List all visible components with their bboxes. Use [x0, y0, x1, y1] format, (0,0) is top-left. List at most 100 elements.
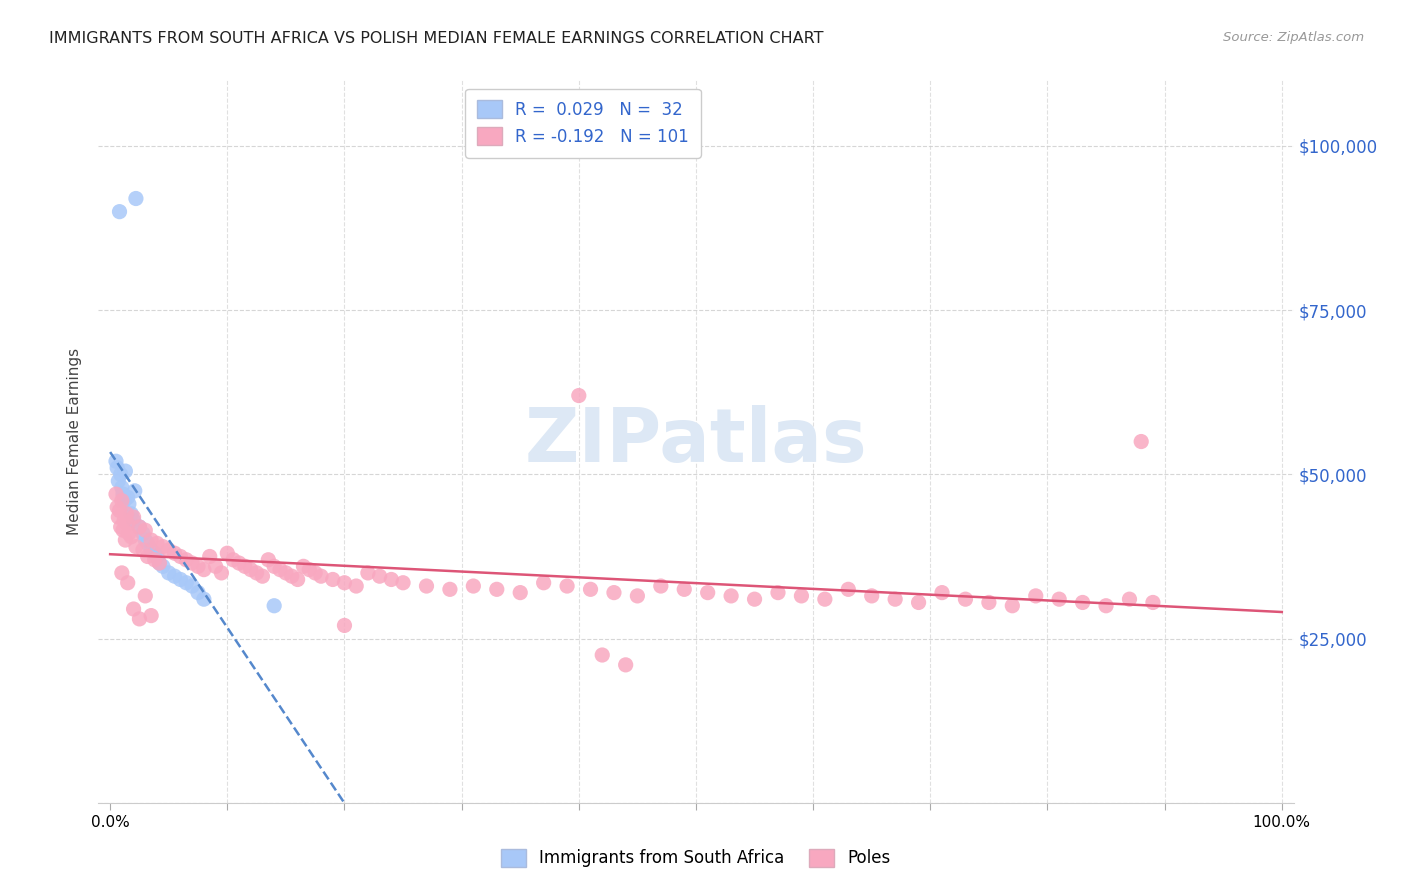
Point: [298, 563, 321, 577]
Point: [357, 566, 380, 580]
Point: [193, 592, 215, 607]
Point: [274, 566, 297, 580]
Point: [1071, 595, 1094, 609]
Point: [292, 559, 315, 574]
Legend: Immigrants from South Africa, Poles: Immigrants from South Africa, Poles: [495, 842, 897, 874]
Point: [169, 549, 191, 564]
Point: [134, 589, 156, 603]
Point: [509, 585, 531, 599]
Point: [128, 520, 150, 534]
Point: [239, 563, 262, 577]
Point: [198, 549, 221, 564]
Point: [931, 585, 953, 599]
Point: [673, 582, 696, 597]
Point: [112, 513, 135, 527]
Point: [555, 579, 578, 593]
Point: [181, 579, 204, 593]
Point: [304, 566, 326, 580]
Point: [122, 513, 145, 527]
Point: [333, 618, 356, 632]
Point: [614, 657, 637, 672]
Point: [143, 546, 166, 560]
Text: Source: ZipAtlas.com: Source: ZipAtlas.com: [1223, 31, 1364, 45]
Point: [108, 204, 131, 219]
Point: [392, 575, 415, 590]
Point: [117, 516, 139, 531]
Point: [111, 493, 134, 508]
Point: [136, 549, 159, 564]
Point: [720, 589, 742, 603]
Point: [744, 592, 766, 607]
Point: [107, 474, 129, 488]
Point: [1047, 592, 1070, 607]
Point: [263, 599, 285, 613]
Point: [884, 592, 907, 607]
Point: [860, 589, 883, 603]
Point: [246, 566, 269, 580]
Point: [1001, 599, 1024, 613]
Point: [136, 536, 159, 550]
Point: [333, 575, 356, 590]
Point: [146, 549, 169, 564]
Point: [107, 510, 129, 524]
Point: [111, 481, 134, 495]
Point: [174, 575, 197, 590]
Point: [269, 563, 291, 577]
Point: [169, 573, 191, 587]
Point: [122, 602, 145, 616]
Point: [263, 559, 285, 574]
Point: [118, 526, 141, 541]
Point: [344, 579, 367, 593]
Point: [907, 595, 929, 609]
Point: [118, 497, 141, 511]
Point: [132, 542, 155, 557]
Point: [193, 563, 215, 577]
Point: [105, 487, 128, 501]
Point: [814, 592, 837, 607]
Point: [117, 575, 139, 590]
Point: [128, 612, 150, 626]
Point: [415, 579, 437, 593]
Point: [114, 464, 136, 478]
Point: [125, 540, 148, 554]
Point: [110, 520, 132, 534]
Point: [533, 575, 555, 590]
Point: [287, 573, 309, 587]
Point: [105, 500, 128, 515]
Point: [120, 530, 142, 544]
Point: [141, 533, 163, 547]
Point: [157, 542, 180, 557]
Point: [111, 566, 134, 580]
Point: [108, 503, 131, 517]
Point: [309, 569, 332, 583]
Point: [163, 569, 186, 583]
Point: [148, 556, 170, 570]
Point: [174, 553, 197, 567]
Point: [132, 526, 155, 541]
Point: [143, 553, 166, 567]
Text: IMMIGRANTS FROM SOUTH AFRICA VS POLISH MEDIAN FEMALE EARNINGS CORRELATION CHART: IMMIGRANTS FROM SOUTH AFRICA VS POLISH M…: [49, 31, 824, 46]
Point: [955, 592, 977, 607]
Point: [134, 523, 156, 537]
Point: [187, 585, 209, 599]
Point: [114, 533, 136, 547]
Point: [228, 556, 250, 570]
Point: [125, 192, 148, 206]
Point: [128, 520, 150, 534]
Point: [650, 579, 672, 593]
Point: [120, 507, 142, 521]
Point: [603, 585, 626, 599]
Point: [152, 559, 174, 574]
Point: [977, 595, 1000, 609]
Point: [110, 467, 132, 482]
Point: [790, 589, 813, 603]
Point: [217, 546, 239, 560]
Point: [146, 536, 169, 550]
Point: [181, 556, 204, 570]
Point: [696, 585, 718, 599]
Point: [463, 579, 485, 593]
Point: [141, 542, 163, 557]
Point: [568, 388, 591, 402]
Point: [766, 585, 789, 599]
Point: [837, 582, 859, 597]
